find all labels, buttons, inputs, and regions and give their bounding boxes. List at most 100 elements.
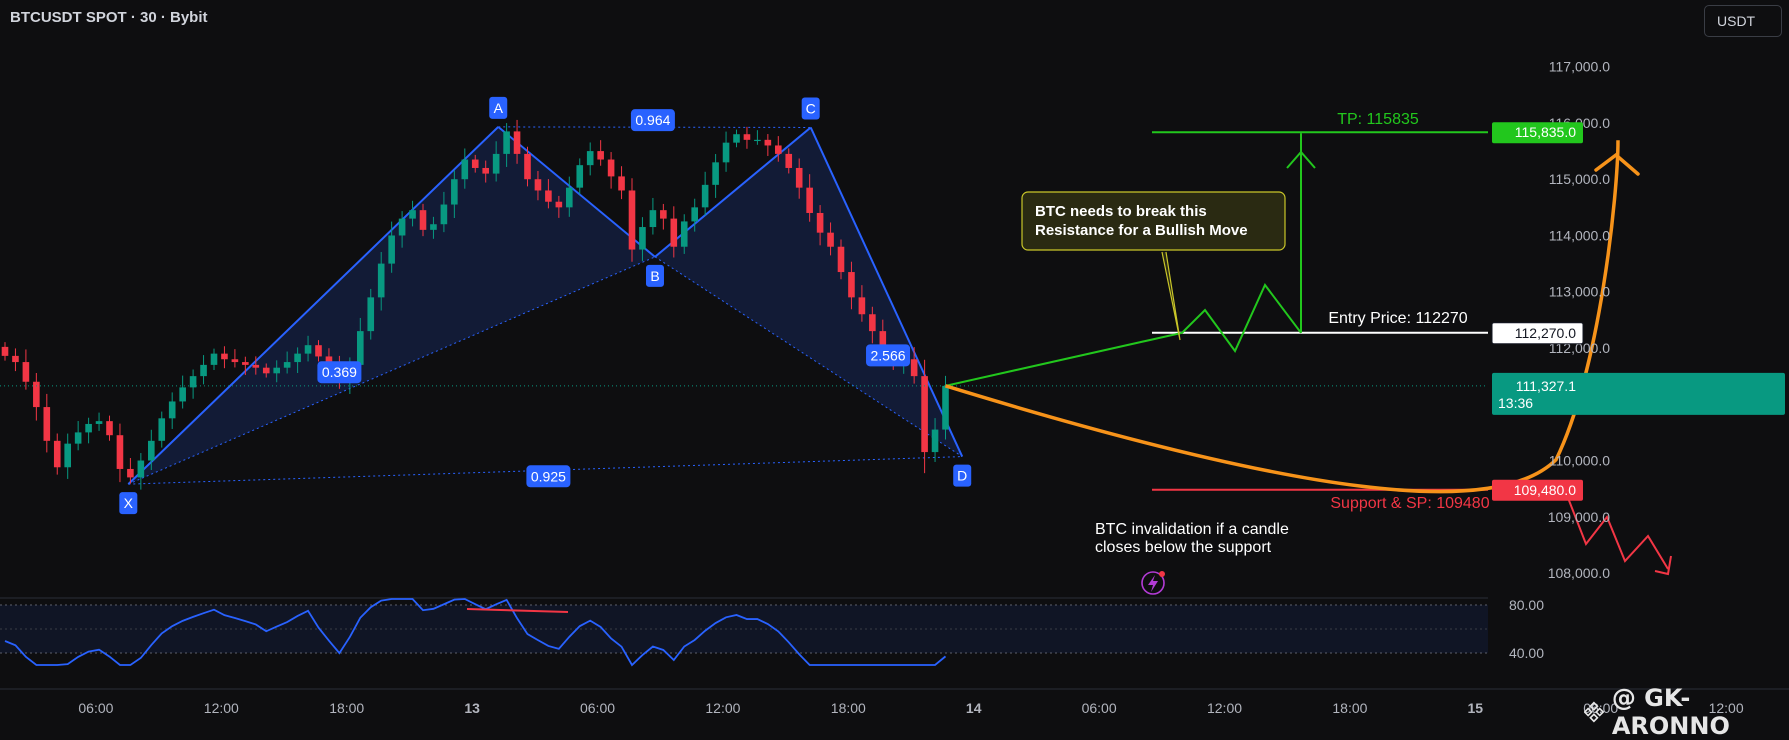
candle — [858, 285, 866, 322]
candle-body — [754, 139, 761, 142]
candle-body — [74, 432, 82, 444]
candle — [848, 261, 855, 310]
pattern-fill-xab — [128, 126, 655, 485]
time-tick-label: 12:00 — [705, 700, 740, 716]
pattern-point-b: B — [645, 264, 664, 287]
candle — [524, 146, 531, 187]
candle-body — [942, 385, 949, 430]
candle-body — [1, 346, 9, 356]
time-tick-label: 18:00 — [1332, 700, 1367, 716]
candle-body — [816, 212, 824, 233]
candle — [806, 174, 813, 222]
candle-body — [231, 359, 239, 363]
pattern-leg-XA — [127, 126, 499, 485]
candle-body — [910, 359, 918, 377]
candle-body — [200, 364, 207, 377]
trade-levels: TP: 115835 Entry Price: 112270 Support & S… — [0, 111, 1490, 512]
candle — [712, 154, 719, 198]
candle-body — [639, 227, 646, 250]
candle-body — [106, 421, 113, 436]
tp-label: TP: 115835 — [1337, 111, 1419, 128]
candle — [440, 191, 448, 233]
target-arrow-head — [1286, 150, 1316, 169]
pattern-ratio-label: 0.925 — [526, 465, 571, 488]
candle — [733, 129, 740, 148]
pattern-ratio-line-BD — [654, 256, 963, 458]
watermark: @ GK-ARONNO — [1584, 684, 1789, 740]
candle-body — [252, 364, 260, 368]
candle — [430, 216, 437, 239]
candle — [576, 158, 584, 195]
candle-body — [461, 159, 469, 180]
candle-body — [262, 367, 270, 374]
candle — [116, 423, 124, 483]
candle-body — [607, 159, 615, 177]
candle-body — [398, 218, 406, 236]
price-tick-label: 108,000.0 — [1548, 565, 1610, 581]
candle — [53, 433, 61, 475]
candle — [639, 217, 646, 262]
binance-logo-icon — [1584, 701, 1604, 723]
candle-body — [545, 190, 552, 202]
currency-button[interactable]: USDT — [1704, 5, 1782, 37]
candle-body — [221, 353, 228, 360]
candle-body — [158, 418, 166, 441]
candle-body — [806, 187, 813, 213]
candle-body — [660, 210, 667, 219]
bullish-projection-curve — [944, 140, 1620, 494]
candle-body — [576, 165, 584, 188]
candle-body — [513, 131, 521, 154]
pattern-point-a: A — [489, 96, 508, 119]
candle — [670, 206, 678, 258]
candle-body — [304, 345, 312, 354]
candle — [189, 369, 197, 399]
candle-body — [701, 184, 709, 208]
candle-body — [137, 460, 145, 478]
candle — [451, 170, 458, 219]
candle-body — [22, 362, 30, 382]
candle — [398, 211, 406, 248]
time-tick-label: 14 — [966, 700, 982, 716]
resistance-note-text: BTC needs to break this Resistance for a … — [1035, 203, 1248, 239]
note-pointer — [1161, 251, 1181, 341]
svg-text:111,327.1: 111,327.1 — [1516, 378, 1576, 394]
pattern-point-x: X — [119, 492, 138, 515]
candle-body — [566, 187, 573, 208]
price-chart[interactable]: TP: 115835 Entry Price: 112270 Support & S… — [0, 0, 1789, 725]
pattern-ratio-label: 2.566 — [866, 344, 911, 367]
svg-text:0.369: 0.369 — [322, 364, 357, 380]
pattern-point-d: D — [953, 464, 972, 487]
candle-body — [555, 201, 563, 208]
candle — [252, 356, 260, 375]
svg-text:X: X — [124, 495, 134, 511]
time-tick-label: 15 — [1468, 700, 1484, 716]
price-tick-label: 114,000.0 — [1549, 227, 1610, 243]
candle — [12, 348, 19, 372]
candle — [691, 198, 698, 232]
time-tick-label: 18:00 — [329, 700, 364, 716]
symbol-title[interactable]: BTCUSDT SPOT · 30 · Bybit — [10, 9, 208, 26]
candle — [315, 340, 322, 362]
candle — [503, 123, 510, 167]
candle — [680, 214, 688, 254]
candle-body — [534, 179, 542, 191]
resistance-note: BTC needs to break this Resistance for a … — [1021, 191, 1286, 251]
candle — [148, 429, 155, 470]
candle — [534, 171, 542, 201]
pattern-point-c: C — [801, 97, 820, 120]
candle — [649, 197, 657, 235]
candle-body — [827, 232, 834, 247]
candle — [607, 152, 615, 189]
candle — [200, 355, 207, 385]
candle-body — [921, 376, 928, 453]
candle-body — [377, 263, 385, 298]
projection-paths — [944, 133, 1672, 576]
candle — [701, 171, 709, 216]
watermark-text: @ GK-ARONNO — [1611, 684, 1730, 740]
candle-body — [53, 440, 61, 468]
candle — [74, 421, 82, 451]
candle — [85, 417, 92, 444]
candle — [158, 411, 166, 448]
candle-body — [64, 443, 71, 468]
candle-body — [294, 353, 301, 363]
